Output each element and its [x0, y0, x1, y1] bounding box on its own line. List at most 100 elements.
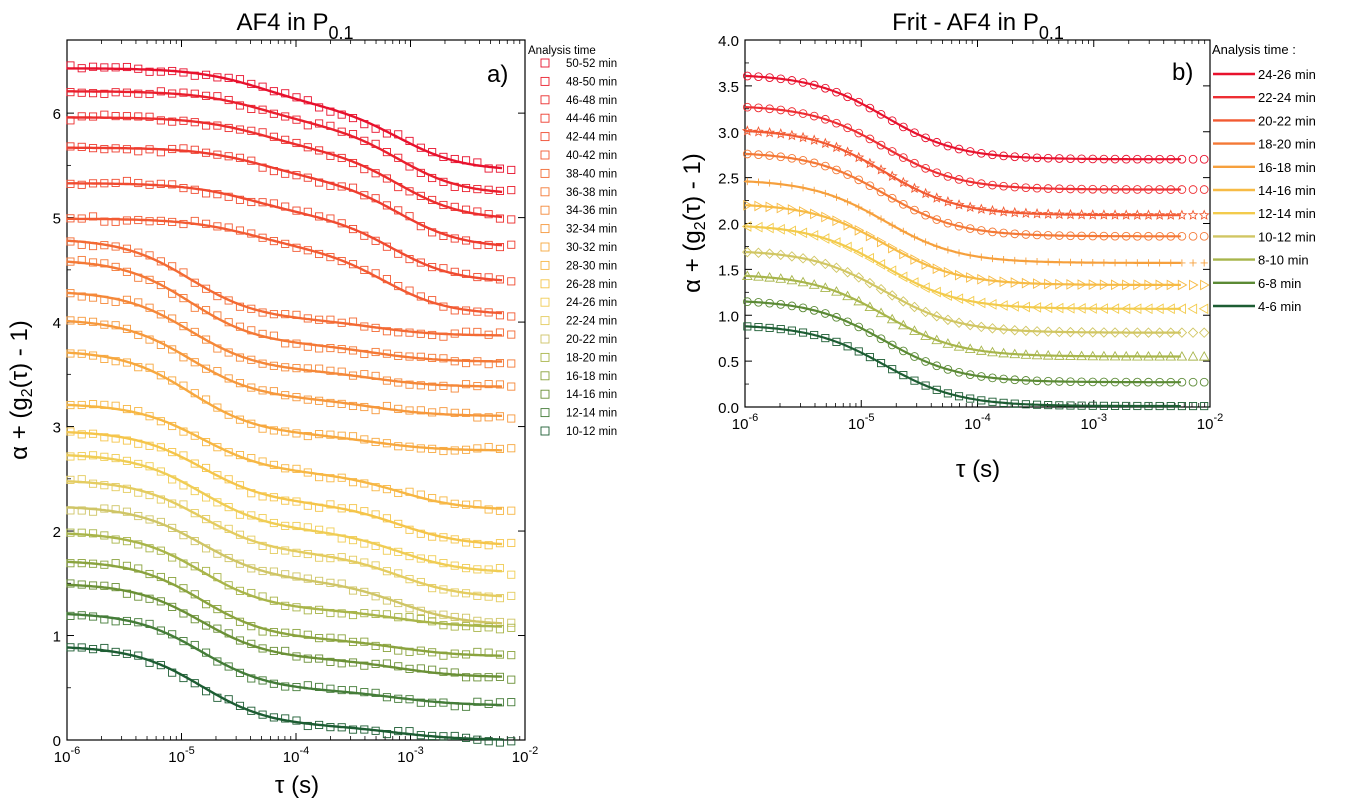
data-point — [473, 697, 482, 706]
data-point — [202, 91, 211, 100]
data-point — [145, 363, 154, 372]
data-point — [258, 424, 267, 433]
data-point — [764, 126, 776, 138]
data-point — [932, 215, 942, 224]
fit-line — [66, 480, 503, 598]
panel-b-ylabel: α + (g2(τ) - 1) — [679, 153, 709, 293]
data-point — [964, 295, 975, 307]
data-point — [213, 443, 222, 452]
data-point — [281, 546, 290, 555]
series-18-20 min — [742, 149, 1209, 241]
data-point — [292, 548, 301, 557]
data-point — [360, 725, 369, 734]
data-point — [1132, 327, 1143, 338]
data-point — [461, 327, 471, 336]
data-point — [776, 202, 787, 214]
data-point — [190, 118, 199, 127]
data-point — [507, 414, 516, 423]
fit-line — [67, 217, 503, 315]
data-point — [179, 381, 188, 390]
data-point — [764, 271, 775, 282]
data-point — [122, 456, 132, 465]
data-point — [741, 270, 753, 281]
data-point — [100, 354, 109, 363]
data-point — [887, 193, 897, 203]
data-point — [439, 651, 448, 660]
data-point — [315, 103, 324, 112]
data-point — [942, 196, 954, 207]
data-point — [507, 651, 516, 660]
x-tick-label: 10-4 — [964, 412, 990, 433]
data-point — [507, 506, 516, 515]
data-point — [360, 435, 369, 444]
data-point — [134, 363, 143, 372]
data-point — [394, 598, 403, 608]
data-point — [348, 658, 358, 667]
data-point — [977, 253, 985, 261]
data-point — [235, 353, 245, 362]
data-point — [382, 729, 391, 739]
data-point — [66, 349, 75, 358]
panel-a-x-ticks: 10-6 10-5 10-4 10-3 10-2 — [54, 40, 538, 766]
data-point — [416, 606, 425, 615]
data-point — [1053, 208, 1065, 220]
data-point — [371, 406, 380, 415]
data-point — [484, 413, 493, 422]
legend-item: 24-26 min — [540, 297, 617, 309]
legend-item: 44-46 min — [540, 113, 617, 125]
data-point — [1022, 257, 1030, 265]
data-point — [337, 182, 346, 191]
data-point — [1188, 279, 1199, 291]
data-point — [360, 231, 369, 240]
data-point — [326, 181, 335, 190]
panel-b-series — [741, 71, 1210, 411]
data-point — [742, 297, 752, 306]
data-point — [269, 109, 278, 118]
data-point — [281, 112, 290, 121]
data-point — [416, 191, 425, 200]
data-point — [202, 395, 211, 404]
data-point — [473, 382, 482, 391]
data-point — [258, 329, 267, 338]
data-point — [348, 610, 358, 620]
data-point — [1032, 278, 1043, 289]
data-point — [798, 206, 809, 217]
data-point — [224, 223, 233, 232]
data-point — [484, 623, 493, 632]
data-point — [371, 169, 380, 178]
data-point — [1120, 327, 1132, 338]
data-point — [235, 451, 245, 460]
data-point — [765, 104, 774, 114]
data-point — [66, 142, 75, 151]
data-point — [326, 107, 335, 116]
series-10-12 min — [66, 643, 516, 747]
data-point — [507, 675, 516, 684]
data-point — [337, 367, 346, 376]
data-point — [875, 283, 887, 295]
data-point — [88, 179, 98, 188]
data-point — [394, 130, 403, 139]
data-point — [1199, 231, 1209, 241]
legend-label: 26-28 min — [566, 279, 617, 291]
data-point — [461, 589, 471, 598]
data-point — [371, 609, 380, 619]
data-point — [1189, 259, 1197, 267]
data-point — [134, 407, 143, 416]
data-point — [495, 275, 505, 284]
data-point — [315, 344, 324, 353]
data-point — [382, 567, 391, 576]
data-point — [292, 497, 301, 506]
data-point — [461, 359, 471, 368]
data-point — [776, 105, 786, 115]
data-point — [853, 246, 863, 258]
data-point — [77, 528, 86, 537]
data-point — [473, 273, 482, 282]
data-point — [145, 515, 154, 524]
data-point — [235, 302, 245, 311]
data-point — [213, 521, 222, 530]
legend-item: 20-22 min — [540, 334, 617, 346]
data-point — [269, 713, 278, 722]
data-point — [821, 334, 830, 343]
data-point — [88, 144, 98, 153]
data-point — [799, 184, 807, 192]
